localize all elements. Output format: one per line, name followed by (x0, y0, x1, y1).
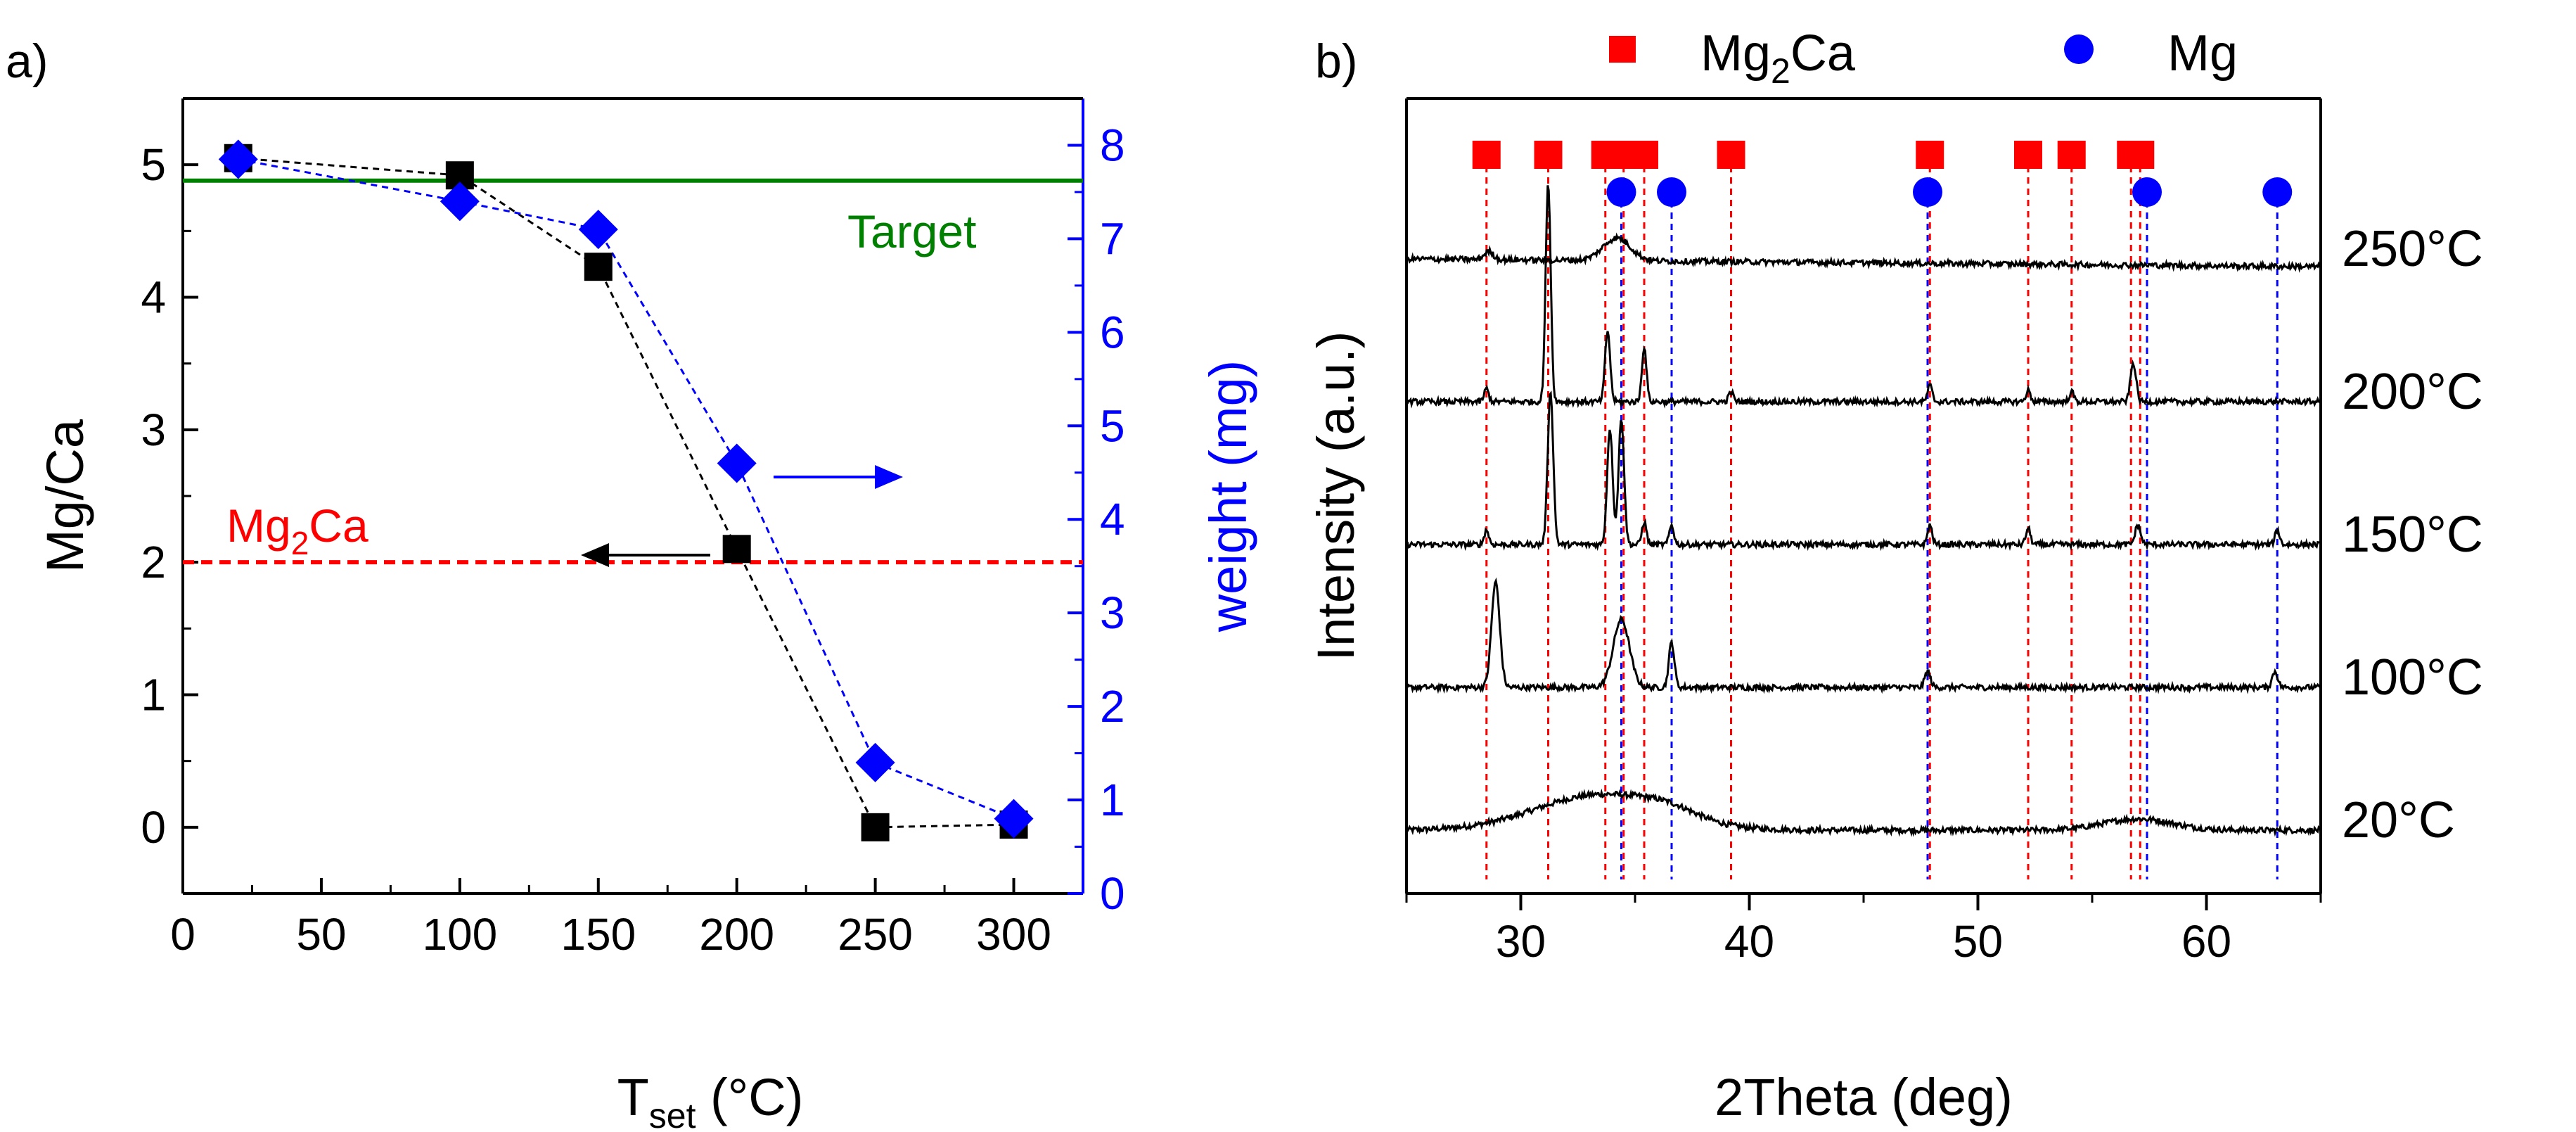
panel-a-x-tick-label: 0 (170, 909, 196, 960)
panel-a-y2-tick-label: 4 (1100, 494, 1125, 545)
mg-reference-marker (1657, 177, 1686, 207)
panel-b-ticks: 30 40 50 60 (1405, 893, 2322, 967)
mg2ca-reference-marker (1534, 141, 1563, 169)
panel-a-y2-label: weight (mg) (1199, 360, 1257, 633)
panel-b-y-label: Intensity (a.u.) (1307, 331, 1365, 661)
panel-a-y2-tick-label: 2 (1100, 681, 1125, 732)
panel-a-y-tick-label: 0 (141, 802, 166, 853)
panel-a-mgca-line (238, 157, 1014, 829)
panel-a-y-label: Mg/Ca (36, 419, 94, 573)
panel-a-y2-tick-label: 7 (1100, 213, 1125, 264)
panel-b-x-tick-label: 60 (2181, 916, 2231, 967)
panel-b-chart: b) Mg2Ca Mg 30 40 50 60 20°C 100°C 150°C 200°C… (1307, 25, 2483, 1126)
panel-a-x-label: Tset (°C) (617, 1068, 804, 1132)
mg2ca-reference-marker (1472, 141, 1501, 169)
panel-b-legend: Mg2Ca Mg (1609, 25, 2238, 91)
panel-a-y-tick-label: 4 (141, 272, 166, 323)
panel-a-y-tick-label: 5 (141, 139, 166, 190)
panel-a-mgca-point (861, 813, 890, 841)
mg2ca-reference-marker (2126, 141, 2155, 169)
xrd-trace (1405, 788, 2322, 837)
panel-b-x-tick-label: 30 (1496, 916, 1546, 967)
panel-b-x-label: 2Theta (deg) (1715, 1068, 2013, 1126)
xrd-trace-label: 200°C (2342, 364, 2483, 420)
panel-a-x-tick-label: 250 (838, 909, 913, 960)
xrd-trace (1406, 390, 2321, 552)
mg-reference-marker (2262, 177, 2293, 207)
panel-b-label: b) (1315, 34, 1357, 88)
panel-a-y-tick-label: 2 (141, 537, 166, 587)
mg-reference-marker (1606, 177, 1636, 207)
panel-b-reference-peaks (1472, 141, 2293, 879)
mg2ca-reference-marker (1717, 141, 1745, 169)
legend-mg-label: Mg (2167, 25, 2238, 82)
panel-a-y-tick-label: 3 (141, 405, 166, 455)
panel-a-x-tick-label: 200 (699, 909, 774, 960)
panel-a-mgca-point (722, 535, 751, 564)
panel-a-weight-point (578, 210, 618, 250)
panel-b-traces (1405, 185, 2322, 837)
mg-reference-marker (1913, 177, 1942, 207)
panel-a-y2-tick-label: 6 (1100, 307, 1125, 357)
panel-a-weight-point (717, 443, 757, 483)
panel-a-x-tick-label: 150 (560, 909, 636, 960)
panel-a-weight-point (855, 742, 895, 782)
mg2ca-line-label: Mg2Ca (226, 500, 369, 561)
xrd-trace-label: 150°C (2342, 507, 2483, 563)
xrd-trace (1406, 232, 2322, 273)
panel-a-weight-point (440, 182, 480, 222)
right-axis-arrow (774, 465, 903, 489)
target-line-label: Target (847, 205, 976, 257)
mg2ca-reference-marker (2057, 141, 2086, 169)
mg-reference-marker (2132, 177, 2162, 207)
panel-a-weight-line (238, 158, 1015, 820)
panel-a-mgca-point (584, 253, 613, 281)
xrd-trace-label: 100°C (2342, 649, 2483, 706)
panel-a-x-tick-label: 50 (296, 909, 346, 960)
panel-a-weight-point (218, 139, 258, 179)
xrd-trace (1405, 577, 2322, 694)
legend-mg2ca-label: Mg2Ca (1700, 25, 1856, 91)
panel-a-label: a) (6, 34, 48, 88)
mg2ca-reference-marker (1916, 141, 1944, 169)
mg2ca-reference-marker (2014, 141, 2042, 169)
panel-a-y2-tick-label: 3 (1100, 587, 1125, 638)
panel-a-y2-tick-label: 0 (1100, 868, 1125, 919)
xrd-trace-label: 250°C (2342, 221, 2483, 277)
panel-a-x-tick-label: 300 (976, 909, 1051, 960)
panel-a-y2-tick-label: 8 (1100, 120, 1125, 170)
xrd-trace (1405, 185, 2322, 409)
panel-b-x-tick-label: 40 (1724, 916, 1774, 967)
legend-mg-marker (2064, 34, 2094, 64)
panel-b-x-tick-label: 50 (1953, 916, 2003, 967)
panel-a-x-tick-label: 100 (422, 909, 497, 960)
panel-b-trace-labels: 20°C 100°C 150°C 200°C 250°C (2342, 221, 2483, 848)
panel-a-reference-lines (183, 178, 1083, 565)
left-axis-arrow (581, 543, 710, 567)
panel-a-y-tick-label: 1 (141, 670, 166, 720)
panel-a-weight-point (994, 799, 1034, 839)
legend-mg2ca-marker (1609, 36, 1636, 63)
panel-a-series (218, 139, 1034, 841)
panel-a-y2-tick-label: 5 (1100, 400, 1125, 451)
panel-a-y2-tick-label: 1 (1100, 775, 1125, 825)
mg2ca-reference-marker (1630, 141, 1658, 169)
xrd-trace-label: 20°C (2342, 792, 2455, 848)
